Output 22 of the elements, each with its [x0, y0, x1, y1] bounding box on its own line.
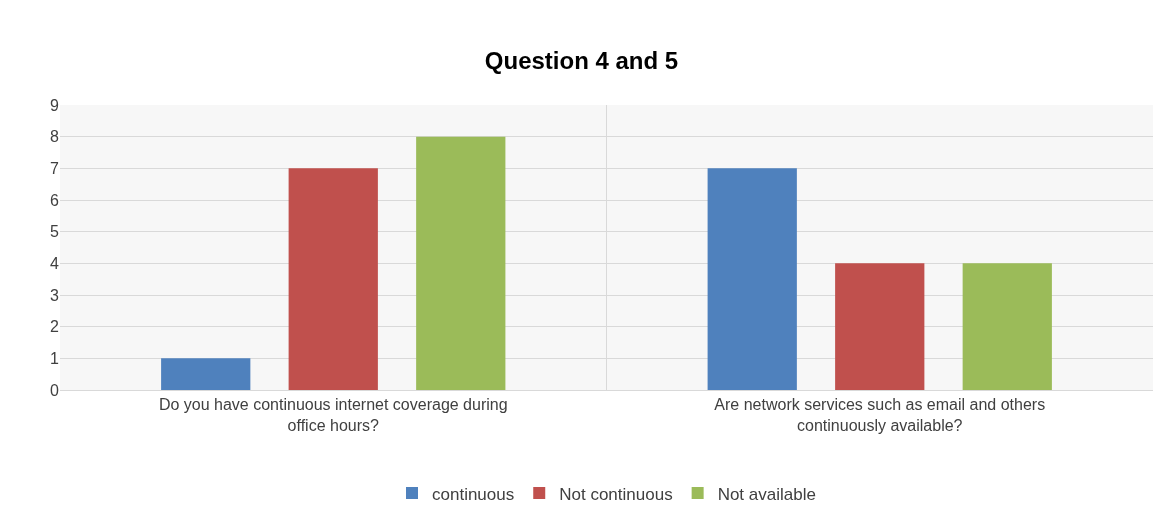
y-tick-label: 8: [50, 128, 60, 146]
bar: [962, 263, 1052, 390]
legend-label: Not continuous: [559, 484, 673, 504]
legend-label: continuous: [432, 484, 515, 504]
y-tick-label: 3: [50, 286, 60, 304]
y-tick-label: 5: [50, 223, 60, 241]
bar: [835, 263, 925, 390]
chart-title: Question 4 and 5: [484, 47, 679, 74]
bar: [707, 168, 797, 390]
bar: [161, 358, 251, 390]
y-tick-label: 0: [50, 381, 60, 399]
y-tick-label: 4: [50, 254, 60, 272]
y-tick-label: 6: [50, 191, 60, 209]
y-tick-label: 2: [50, 318, 60, 336]
y-tick-label: 7: [50, 159, 60, 177]
x-tick-label: Are network services such as email and others continuously available?: [714, 396, 1046, 434]
bar: [288, 168, 378, 390]
y-tick-label: 9: [50, 96, 60, 114]
y-tick-label: 1: [50, 349, 60, 367]
x-tick-label: Do you have continuous internet coverage during office hours?: [158, 396, 508, 434]
bar: [416, 136, 506, 390]
legend-label: Not available: [717, 484, 816, 504]
